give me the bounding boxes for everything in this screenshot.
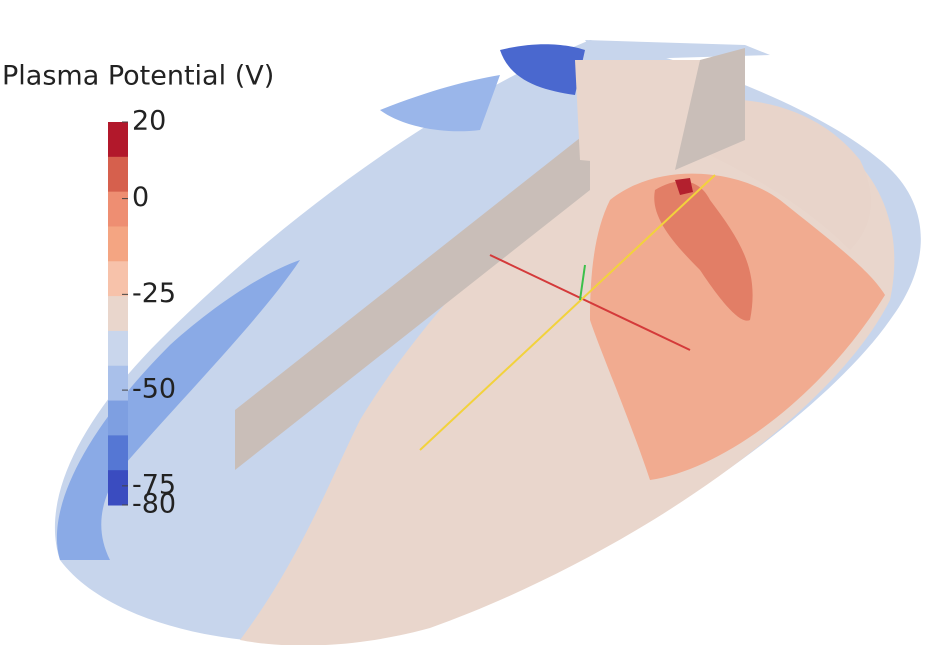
colorbar: Plasma Potential (V) 20 0 -25 -50 -75-80 [2,61,274,520]
peak-potential-region [654,181,753,321]
high-potential-region [590,173,885,480]
colorbar-band [108,261,128,297]
block-side [675,48,745,170]
colorbar-tick-label: -25 [132,278,176,309]
colorbar-tick-label: 0 [132,182,149,213]
low-potential-region [500,44,585,95]
colorbar-bands [108,122,128,506]
colorbar-band [108,435,128,471]
colorbar-band [108,470,128,506]
colorbar-band [108,191,128,227]
axis-z [579,264,586,301]
colorbar-band [108,400,128,436]
block-face [575,60,700,170]
colorbar-title: Plasma Potential (V) [2,61,274,92]
colorbar-band [108,226,128,262]
low-potential-region [380,75,500,132]
colorbar-band [108,156,128,193]
colorbar-tick-label: -50 [132,374,176,405]
colorbar-ticks: 20 0 -25 -50 -75-80 [122,106,176,520]
slab [235,130,590,470]
colorbar-tick-label: -75 [132,469,176,500]
axis-x [489,254,691,351]
colorbar-band [108,330,128,367]
low-potential-region [56,260,301,560]
colorbar-tick-label: -80 [132,489,176,520]
scene [54,40,921,645]
colorbar-tick-label: 20 [132,106,166,137]
colorbar-band [108,122,128,158]
colorbar-band [108,296,128,332]
colorbar-band [108,365,128,402]
peak-potential-region [675,178,693,195]
axis-y [419,174,716,451]
